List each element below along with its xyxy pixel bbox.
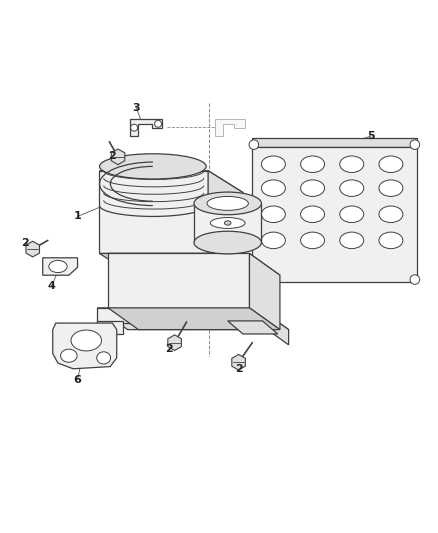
Ellipse shape <box>224 221 231 225</box>
Ellipse shape <box>300 232 325 249</box>
Polygon shape <box>53 323 117 369</box>
Polygon shape <box>99 171 243 192</box>
Ellipse shape <box>194 192 261 215</box>
Polygon shape <box>26 241 39 257</box>
Text: 4: 4 <box>47 281 55 291</box>
Ellipse shape <box>379 156 403 173</box>
Ellipse shape <box>340 156 364 173</box>
Polygon shape <box>97 321 123 334</box>
Polygon shape <box>97 308 258 323</box>
Polygon shape <box>99 171 208 254</box>
Polygon shape <box>215 119 245 136</box>
Polygon shape <box>232 354 245 370</box>
Polygon shape <box>43 258 78 275</box>
Ellipse shape <box>261 232 286 249</box>
Text: 2: 2 <box>21 238 29 247</box>
Ellipse shape <box>210 217 245 229</box>
Polygon shape <box>252 147 417 282</box>
Ellipse shape <box>300 180 325 197</box>
Ellipse shape <box>340 232 364 249</box>
Ellipse shape <box>300 156 325 173</box>
Ellipse shape <box>379 180 403 197</box>
Ellipse shape <box>60 349 77 362</box>
Ellipse shape <box>261 180 286 197</box>
Ellipse shape <box>49 261 67 272</box>
Ellipse shape <box>99 154 206 179</box>
Ellipse shape <box>261 156 286 173</box>
Ellipse shape <box>155 120 162 127</box>
Polygon shape <box>130 119 162 136</box>
Ellipse shape <box>379 232 403 249</box>
Polygon shape <box>168 335 181 351</box>
Text: 5: 5 <box>367 131 375 141</box>
Text: 2: 2 <box>109 150 116 160</box>
Ellipse shape <box>207 197 248 211</box>
Ellipse shape <box>410 275 420 284</box>
Text: 6: 6 <box>74 375 81 385</box>
Polygon shape <box>252 138 417 147</box>
Text: 2: 2 <box>165 344 173 354</box>
Polygon shape <box>194 204 261 243</box>
Polygon shape <box>108 308 280 329</box>
Text: 2: 2 <box>235 364 243 374</box>
Ellipse shape <box>249 140 258 149</box>
Polygon shape <box>99 254 243 275</box>
Ellipse shape <box>340 180 364 197</box>
Ellipse shape <box>71 330 102 351</box>
Polygon shape <box>228 321 278 334</box>
Text: 3: 3 <box>133 103 140 112</box>
Text: 1: 1 <box>74 212 81 221</box>
Ellipse shape <box>379 206 403 223</box>
Polygon shape <box>108 254 280 275</box>
Ellipse shape <box>340 206 364 223</box>
Ellipse shape <box>300 206 325 223</box>
Ellipse shape <box>131 124 138 131</box>
Ellipse shape <box>410 140 420 149</box>
Polygon shape <box>108 254 250 308</box>
Ellipse shape <box>97 352 111 364</box>
Ellipse shape <box>249 275 258 284</box>
Polygon shape <box>111 149 125 165</box>
Polygon shape <box>208 171 243 275</box>
Polygon shape <box>258 308 289 345</box>
Ellipse shape <box>194 231 261 254</box>
Polygon shape <box>97 308 289 329</box>
Ellipse shape <box>261 206 286 223</box>
Polygon shape <box>250 254 280 329</box>
